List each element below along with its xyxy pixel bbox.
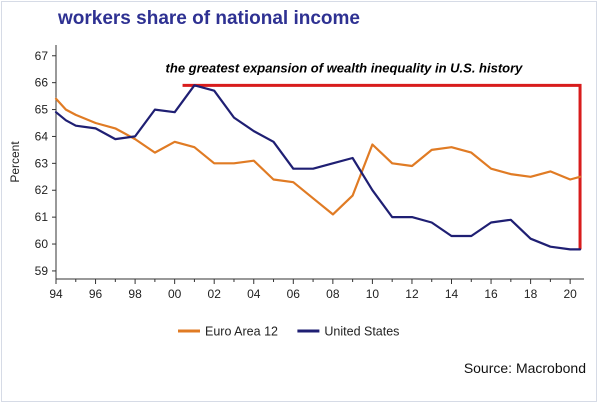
legend-label-united-states: United States <box>324 325 399 339</box>
x-tick-label: 08 <box>326 287 340 301</box>
y-tick-label: 64 <box>35 129 49 143</box>
y-tick-label: 59 <box>35 264 49 278</box>
x-tick-label: 94 <box>49 287 63 301</box>
series-lines <box>54 84 582 251</box>
x-tick-label: 04 <box>247 287 261 301</box>
bracket-line <box>182 83 582 250</box>
x-tick-label: 06 <box>287 287 301 301</box>
series-line-euro-area-12 <box>54 97 582 216</box>
x-tick-label: 20 <box>563 287 577 301</box>
y-tick-label: 66 <box>35 76 49 90</box>
y-tick-label: 67 <box>35 49 49 63</box>
x-tick-label: 02 <box>208 287 222 301</box>
y-axis-title: Percent <box>8 141 22 183</box>
x-tick-label: 12 <box>405 287 419 301</box>
annotation-text: the greatest expansion of wealth inequal… <box>166 60 524 75</box>
x-tick-label: 16 <box>484 287 498 301</box>
x-tick-label: 00 <box>168 287 182 301</box>
annotation-bracket <box>182 83 582 250</box>
x-tick-label: 10 <box>366 287 380 301</box>
axes: 59 60 61 62 63 64 65 66 67 94 96 98 00 02 04 06 08 10 12 14… <box>8 45 584 301</box>
y-tick-label: 60 <box>35 237 49 251</box>
y-tick-label: 61 <box>35 210 49 224</box>
x-tick-label: 96 <box>89 287 103 301</box>
source-note: Source: Macrobond <box>463 360 586 376</box>
y-tick-label: 65 <box>35 103 49 117</box>
x-tick-label: 18 <box>524 287 538 301</box>
chart-title: workers share of national income <box>58 8 360 29</box>
y-tick-label: 63 <box>35 156 49 170</box>
x-tick-label: 14 <box>445 287 459 301</box>
legend-label-euro-area-12: Euro Area 12 <box>205 325 278 339</box>
legend: Euro Area 12 United States <box>178 325 399 339</box>
x-tick-label: 98 <box>128 287 142 301</box>
y-tick-label: 62 <box>35 183 49 197</box>
series-line-united-states <box>54 84 582 251</box>
